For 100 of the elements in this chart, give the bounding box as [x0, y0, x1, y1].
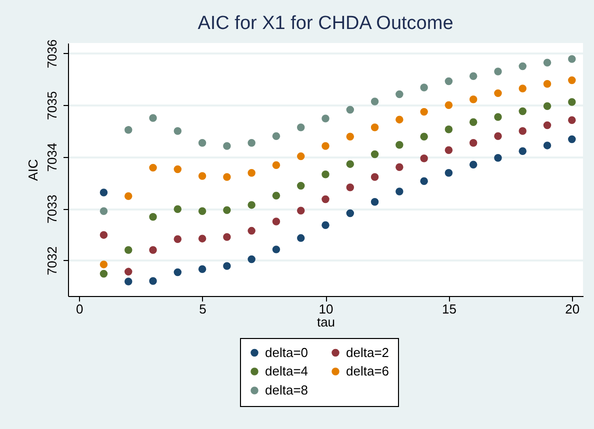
point — [494, 68, 502, 76]
point — [420, 154, 428, 162]
point — [100, 231, 108, 239]
point — [396, 163, 404, 172]
point — [543, 142, 552, 150]
legend-label: delta=0 — [265, 344, 308, 360]
point — [568, 76, 576, 84]
point — [124, 278, 132, 286]
point — [469, 138, 478, 147]
x-axis-title: tau — [316, 314, 336, 330]
y-tick-label: 7032 — [44, 246, 60, 276]
point — [198, 172, 206, 180]
point — [248, 226, 256, 235]
point — [248, 138, 256, 147]
point — [124, 268, 132, 276]
point — [296, 182, 305, 190]
point — [346, 209, 354, 218]
point — [322, 221, 330, 229]
point — [469, 118, 478, 126]
point — [248, 201, 256, 209]
point — [296, 234, 305, 242]
point — [149, 164, 157, 172]
x-tick-label: 5 — [199, 302, 206, 316]
point — [272, 192, 280, 200]
point — [346, 183, 354, 192]
point — [494, 113, 502, 121]
point — [518, 62, 526, 70]
point — [100, 207, 108, 216]
point — [223, 233, 231, 241]
point — [223, 173, 231, 181]
legend-label: delta=6 — [346, 364, 390, 378]
point — [346, 132, 354, 141]
point — [322, 142, 330, 150]
point — [370, 198, 379, 206]
point — [149, 246, 157, 254]
point — [100, 188, 108, 196]
point — [296, 152, 305, 160]
point — [272, 161, 280, 169]
point — [444, 101, 453, 109]
point — [370, 98, 379, 106]
y-tick-label: 7036 — [44, 39, 60, 68]
point — [322, 195, 330, 204]
point — [174, 268, 182, 276]
point — [444, 146, 453, 154]
point — [444, 169, 453, 177]
point — [124, 126, 132, 134]
point — [198, 265, 206, 273]
y-tick-label: 7035 — [44, 91, 60, 120]
point — [346, 106, 354, 114]
point — [223, 262, 231, 270]
point — [568, 98, 576, 106]
point — [100, 270, 108, 278]
point — [518, 147, 526, 155]
point — [420, 84, 428, 92]
point — [568, 55, 576, 63]
point — [370, 123, 379, 132]
legend-label: delta=4 — [265, 364, 308, 378]
point — [100, 260, 108, 268]
legend-label: delta=2 — [346, 344, 390, 360]
chart-title: AIC for X1 for CHDA Outcome — [198, 12, 454, 34]
point — [174, 235, 182, 243]
point — [124, 192, 132, 200]
point — [568, 135, 576, 144]
point — [420, 177, 428, 186]
point — [223, 142, 231, 150]
point — [469, 160, 478, 168]
point — [518, 107, 526, 116]
point — [494, 132, 502, 140]
point — [322, 114, 330, 122]
x-tick-label: 15 — [442, 302, 456, 316]
point — [518, 127, 526, 135]
point — [198, 138, 206, 147]
point — [272, 132, 280, 140]
point — [296, 206, 305, 214]
point — [370, 150, 379, 158]
x-tick-label: 10 — [318, 302, 334, 316]
point — [396, 116, 404, 124]
point — [149, 212, 157, 221]
legend-label: delta=8 — [265, 382, 308, 398]
point — [272, 246, 280, 254]
point — [494, 89, 502, 98]
point — [396, 90, 404, 98]
point — [396, 188, 404, 196]
point — [370, 173, 379, 181]
point — [272, 218, 280, 226]
point — [396, 141, 404, 149]
point — [174, 127, 182, 135]
point — [322, 170, 330, 178]
point — [420, 132, 428, 141]
point — [296, 123, 305, 132]
point — [248, 169, 256, 177]
point — [198, 207, 206, 216]
point — [494, 154, 502, 162]
point — [444, 126, 453, 134]
x-tick-label: 0 — [76, 302, 84, 316]
point — [149, 114, 157, 122]
point — [469, 96, 478, 104]
point — [124, 246, 132, 254]
point — [198, 234, 206, 242]
point — [543, 80, 552, 88]
